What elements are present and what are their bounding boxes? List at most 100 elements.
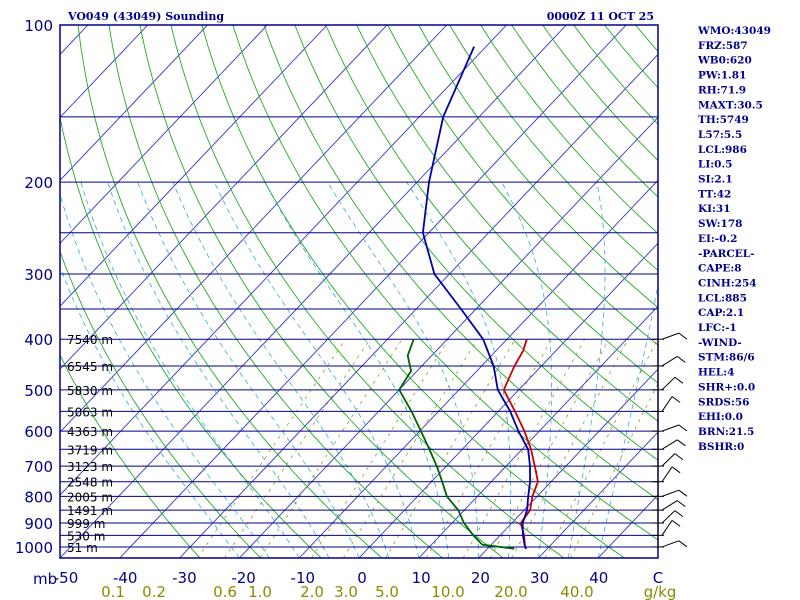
moist-adiabat-line (597, 282, 658, 558)
dry-adiabat-line (325, 25, 658, 422)
isobar-lines (60, 25, 658, 548)
dry-adiabat-line (790, 25, 800, 558)
dry-adiabat-line (356, 25, 658, 384)
height-label: 3719 m (67, 443, 113, 457)
temperature-tick-label: 0 (357, 569, 367, 587)
isotherm-line (60, 25, 448, 433)
mixing-ratio-tick-label: 0.2 (142, 583, 166, 600)
moist-adiabat-line (213, 181, 420, 558)
moist-adiabat-line (80, 181, 300, 558)
index-entry: MAXT:30.5 (698, 99, 763, 111)
wind-barb (652, 510, 684, 524)
sounding-traces (398, 46, 539, 550)
pressure-tick-label: 100 (24, 17, 53, 35)
mixing-ratio-axis-labels: 0.1 0.2 0.6 1.0 2.0 3.0 5.0 10.0 20.0 40.0 g/kg (101, 583, 676, 600)
dry-adiabat-line (170, 25, 565, 558)
moist-adiabat-lines (60, 181, 658, 558)
mixing-ratio-line (425, 339, 553, 558)
height-label: 999 m (67, 517, 105, 531)
mixing-ratio-line (489, 339, 610, 558)
temperature-axis-labels: -50 -40 -30 -20 -10 0 10 20 30 40 C (54, 569, 663, 587)
index-entry: TH:5749 (698, 114, 749, 126)
isotherm-line (0, 25, 28, 558)
index-entry: LI:0.5 (698, 159, 732, 171)
index-entry: WMO:43049 (697, 25, 771, 37)
index-entry: EHI:0.0 (698, 411, 743, 423)
pressure-unit-label: mb (33, 570, 57, 588)
isotherm-line (478, 368, 658, 558)
isotherm-line (60, 25, 388, 370)
chart-time: 0000Z 11 OCT 25 (547, 10, 654, 23)
index-entry: SHR+:0.0 (698, 381, 755, 393)
temperature-tick-label: -50 (54, 569, 79, 587)
temperature-tick-label: 10 (412, 569, 431, 587)
dry-adiabat-line (77, 25, 383, 558)
wind-barb (652, 500, 686, 511)
index-entry: LFC:-1 (698, 322, 737, 334)
dry-adiabat-line (60, 115, 322, 558)
isotherm-line (119, 25, 627, 558)
wind-barb (652, 489, 688, 497)
index-entry: BSHR:0 (698, 441, 744, 453)
pressure-tick-label: 300 (24, 266, 53, 284)
mixing-ratio-line (462, 339, 585, 558)
parcel-trace (421, 46, 532, 550)
temperature-tick-label: -10 (291, 569, 316, 587)
height-label: 6545 m (67, 360, 113, 374)
index-entry: LCL:885 (698, 292, 747, 304)
mixing-ratio-line (511, 339, 629, 558)
index-entry: CAP:2.1 (698, 307, 744, 319)
height-label: 7540 m (67, 333, 113, 347)
temperature-tick-label: 20 (471, 569, 490, 587)
index-entry: KI:31 (698, 203, 731, 215)
mixing-ratio-tick-label: 1.0 (248, 583, 272, 600)
temperature-tick-label: -20 (231, 569, 256, 587)
plot-grid (0, 25, 800, 558)
isotherm-line (60, 25, 208, 181)
isotherm-line (418, 305, 658, 558)
moist-adiabat-line (501, 181, 553, 558)
index-entry: L57:5.5 (698, 129, 742, 141)
moist-adiabat-line (406, 181, 512, 558)
dry-adiabat-line (449, 25, 658, 272)
isotherm-line (179, 53, 658, 558)
wind-barb (652, 453, 684, 467)
pressure-tick-label: 500 (24, 382, 53, 400)
index-entry: WB0:620 (697, 55, 752, 67)
isotherm-line (60, 25, 567, 558)
height-label: 530 m (67, 529, 105, 543)
pressure-tick-label: 1000 (15, 539, 53, 557)
mixing-ratio-line (342, 339, 478, 558)
wind-barb (652, 376, 684, 391)
dry-adiabat-line (759, 25, 800, 558)
temperature-trace (502, 338, 539, 550)
index-entry: SI:2.1 (698, 174, 733, 186)
pressure-axis-labels: 100 200 300 400 500 600 700 800 900 1000 (15, 17, 53, 557)
moist-adiabat-line (60, 265, 240, 558)
mixing-ratio-tick-label: 20.0 (494, 583, 527, 600)
index-entry: RH:71.9 (698, 84, 746, 96)
isotherm-line (60, 25, 507, 496)
moist-adiabat-line (567, 182, 606, 558)
wind-barb (652, 520, 681, 536)
index-entry: EI:-0.2 (698, 233, 737, 245)
temperature-tick-label: -40 (113, 569, 138, 587)
pressure-tick-label: 800 (24, 488, 53, 506)
mixing-ratio-tick-label: 2.0 (300, 583, 324, 600)
wind-barb (652, 466, 681, 483)
pressure-tick-label: 200 (24, 174, 53, 192)
index-entry: STM:86/6 (698, 352, 755, 364)
temperature-tick-label: 30 (530, 569, 549, 587)
dry-adiabat-line (294, 25, 658, 461)
mixing-ratio-line (259, 339, 403, 558)
height-label: 1491 m (67, 504, 113, 518)
pressure-tick-label: 400 (24, 331, 53, 349)
moist-adiabat-line (107, 181, 330, 558)
isotherm-line (538, 431, 658, 558)
moist-adiabat-line (264, 181, 450, 558)
wind-barb (652, 332, 688, 340)
mixing-ratio-line (385, 339, 516, 558)
dry-adiabat-line (201, 25, 625, 558)
mixing-ratio-tick-label: 40.0 (560, 583, 593, 600)
